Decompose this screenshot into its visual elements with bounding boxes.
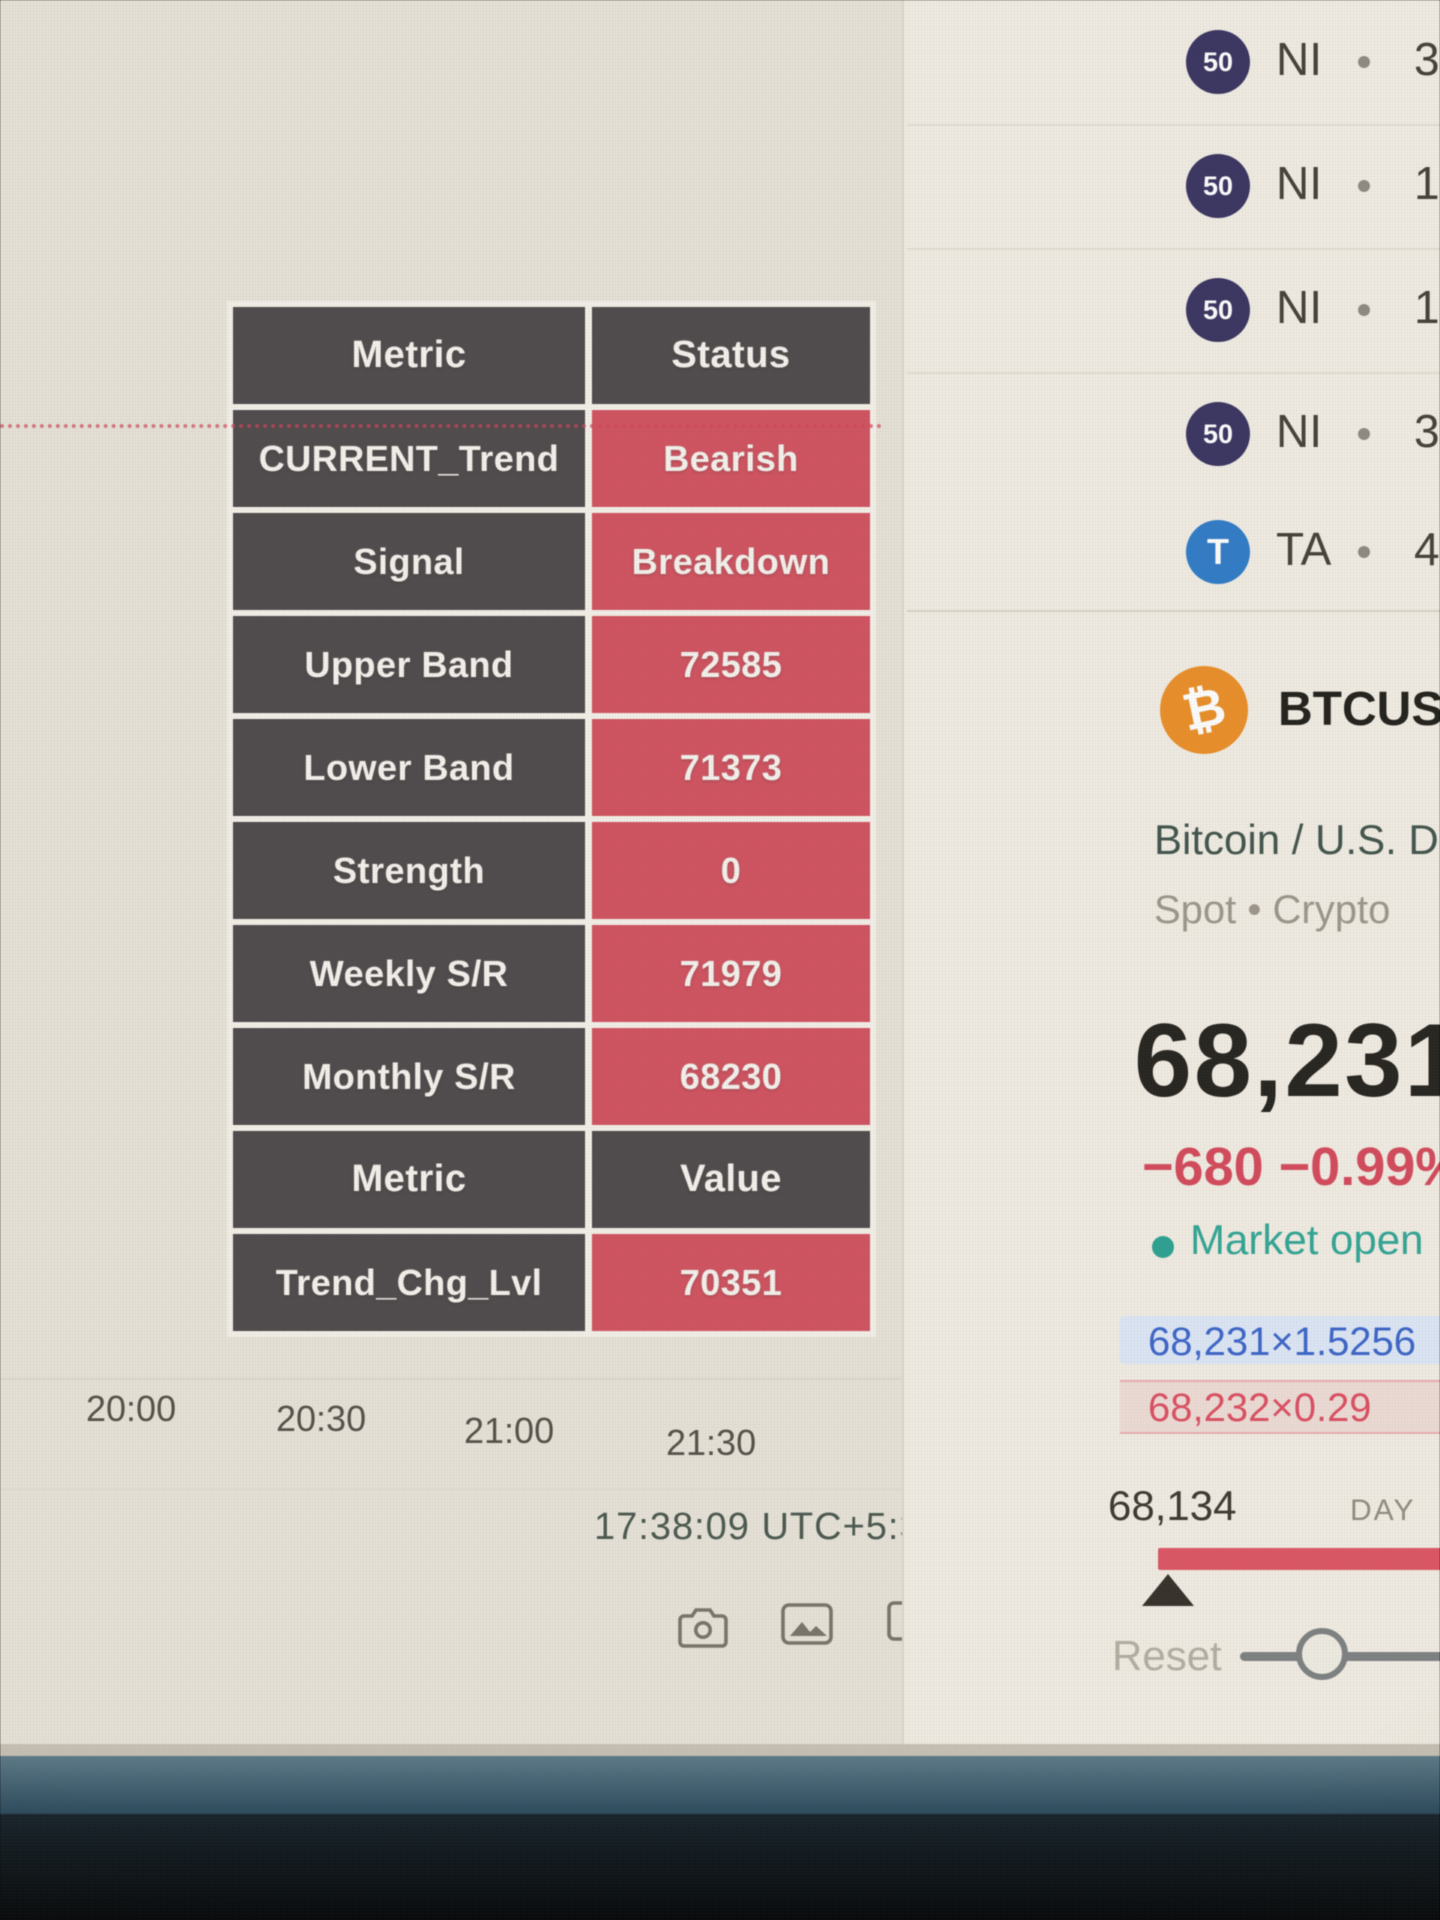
watchlist-divider (907, 124, 1440, 126)
header-status-cell: Status (592, 307, 870, 404)
nifty50-logo-icon: 50 (1186, 30, 1250, 94)
range-marker-triangle-icon (1142, 1574, 1194, 1606)
session-clock: 17:38:09 UTC+5:30 (594, 1506, 944, 1548)
metric-cell: Lower Band (233, 719, 585, 816)
ask-price[interactable]: 68,232×0.29 (1148, 1386, 1372, 1430)
watchlist-row[interactable]: T TA 40 (904, 492, 1440, 612)
metric-cell: Strength (233, 822, 585, 919)
watchlist-symbol: NI (1276, 157, 1322, 209)
day-range-low: 68,134 (1108, 1482, 1237, 1529)
ask-row-highlight[interactable] (1120, 1380, 1440, 1434)
table-row: Lower Band 71373 (233, 719, 870, 816)
reset-button[interactable]: Reset (1112, 1632, 1222, 1679)
symbol-ticker[interactable]: BTCUSD (1278, 683, 1440, 736)
table-row: Weekly S/R 71979 (233, 925, 870, 1022)
table-row: Strength 0 (233, 822, 870, 919)
value-cell: 71373 (592, 719, 870, 816)
watchlist-price: 33 (1414, 405, 1440, 457)
symbol-market-meta: Spot • Crypto (1154, 888, 1391, 932)
watchlist-row[interactable]: 50 NI 33 (904, 374, 1440, 494)
value-cell: 71979 (592, 925, 870, 1022)
symbol-full-name: Bitcoin / U.S. D (1154, 816, 1439, 863)
day-range-label: DAY (1350, 1494, 1416, 1527)
market-open-dot-icon (1152, 1236, 1174, 1258)
image-export-icon[interactable] (780, 1602, 834, 1646)
market-status-dot-icon (1358, 546, 1370, 558)
value-cell: 0 (592, 822, 870, 919)
metric-cell: Signal (233, 513, 585, 610)
time-tick: 21:30 (666, 1422, 757, 1463)
watchlist-symbol: NI (1276, 281, 1322, 333)
bitcoin-logo-icon: ₿ (1160, 666, 1248, 754)
market-status-dot-icon (1358, 56, 1370, 68)
watchlist-divider (907, 248, 1440, 250)
value-cell: 72585 (592, 616, 870, 713)
nifty50-logo-icon: 50 (1186, 402, 1250, 466)
monitor-bezel-black (0, 1814, 1440, 1920)
watchlist-section-divider (907, 610, 1440, 612)
value-cell: 68230 (592, 1028, 870, 1125)
price-change: −680 −0.99% (1142, 1137, 1440, 1197)
market-status-label: Market open (1190, 1216, 1424, 1263)
indicator-status-table: Metric Status CURRENT_Trend Bearish Sign… (227, 301, 876, 1337)
right-sidebar-panel: 50 NI 3 50 NI 1 50 NI 15 50 NI 33 T TA 4… (902, 0, 1440, 1756)
watchlist-divider (907, 372, 1440, 374)
value-cell: 70351 (592, 1234, 870, 1331)
tata-logo-icon: T (1186, 520, 1250, 584)
metric-cell: Weekly S/R (233, 925, 585, 1022)
metric-cell: Upper Band (233, 616, 585, 713)
watchlist-price: 40 (1414, 523, 1440, 575)
watchlist-symbol: TA (1276, 523, 1332, 575)
table-header-row: Metric Status (233, 307, 870, 404)
metric-cell: Trend_Chg_Lvl (233, 1234, 585, 1331)
watchlist-symbol: NI (1276, 33, 1322, 85)
table-row: Monthly S/R 68230 (233, 1028, 870, 1125)
header-metric-cell: Metric (233, 307, 585, 404)
nifty50-logo-icon: 50 (1186, 154, 1250, 218)
watchlist-row[interactable]: 50 NI 3 (904, 2, 1440, 122)
time-axis-separator (0, 1378, 905, 1380)
monitor-bezel-band (0, 1756, 1440, 1814)
market-status-dot-icon (1358, 304, 1370, 316)
camera-snapshot-icon[interactable] (676, 1604, 730, 1650)
last-price: 68,231 (1134, 1003, 1440, 1119)
time-tick: 20:00 (86, 1388, 177, 1429)
market-status-dot-icon (1358, 428, 1370, 440)
watchlist-price: 3 (1414, 33, 1440, 85)
trend-change-level-dotted-line (0, 424, 882, 428)
time-tick: 21:00 (464, 1410, 555, 1451)
bid-row-highlight[interactable] (1120, 1316, 1440, 1364)
day-range-bar (1158, 1548, 1440, 1570)
nifty50-logo-icon: 50 (1186, 278, 1250, 342)
watchlist-price: 15 (1414, 281, 1440, 333)
table-row: Upper Band 72585 (233, 616, 870, 713)
header-value-cell: Value (592, 1131, 870, 1228)
metric-cell: Monthly S/R (233, 1028, 585, 1125)
bid-price[interactable]: 68,231×1.5256 (1148, 1320, 1417, 1364)
watchlist-price: 1 (1414, 157, 1440, 209)
table-row: Signal Breakdown (233, 513, 870, 610)
market-status-dot-icon (1358, 180, 1370, 192)
watchlist-row[interactable]: 50 NI 1 (904, 126, 1440, 246)
zoom-slider-handle[interactable] (1296, 1628, 1348, 1680)
watchlist-row[interactable]: 50 NI 15 (904, 250, 1440, 370)
time-tick: 20:30 (276, 1398, 367, 1439)
table-row: Trend_Chg_Lvl 70351 (233, 1234, 870, 1331)
chart-pane-separator (0, 1488, 905, 1490)
header-metric-cell: Metric (233, 1131, 585, 1228)
watchlist-symbol: NI (1276, 405, 1322, 457)
value-cell: Breakdown (592, 513, 870, 610)
screen-bottom-edge (0, 1744, 1440, 1756)
table-header-row-2: Metric Value (233, 1131, 870, 1228)
